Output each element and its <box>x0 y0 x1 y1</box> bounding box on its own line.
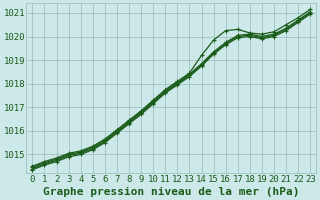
X-axis label: Graphe pression niveau de la mer (hPa): Graphe pression niveau de la mer (hPa) <box>43 186 300 197</box>
